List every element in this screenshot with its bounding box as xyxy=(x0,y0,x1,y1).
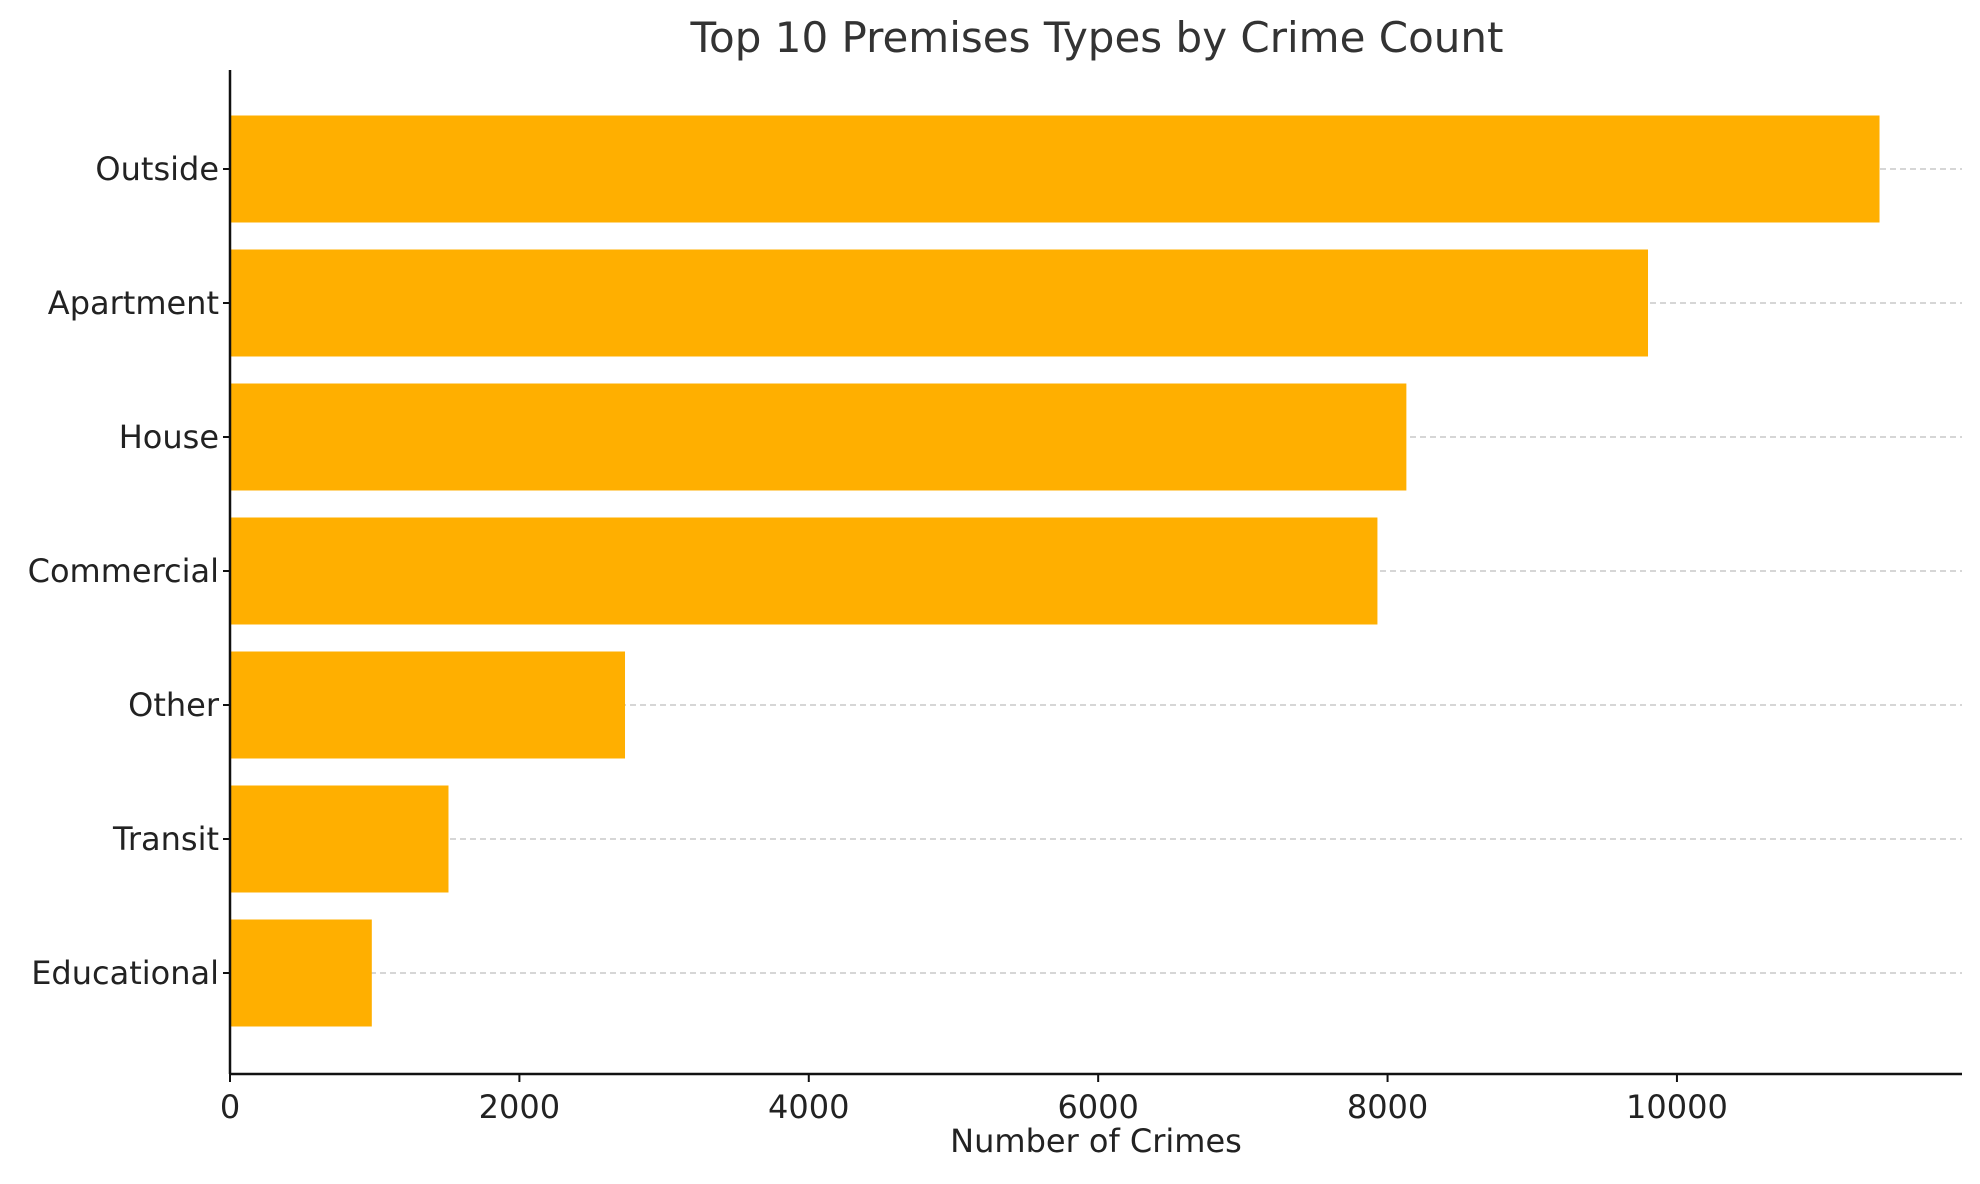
x-tick-label: 8000 xyxy=(1347,1088,1428,1126)
bar-apartment xyxy=(230,249,1649,357)
x-tick-labels: 0 2000 4000 6000 8000 10000 xyxy=(220,1074,1728,1126)
y-tick-label: Educational xyxy=(31,954,219,992)
y-tick-label: House xyxy=(119,418,219,456)
x-tick-label: 10000 xyxy=(1626,1088,1728,1126)
bar-educational xyxy=(230,919,372,1027)
bar-outside xyxy=(230,115,1880,223)
bar-house xyxy=(230,383,1407,491)
x-tick-label: 4000 xyxy=(768,1088,849,1126)
y-tick-label: Transit xyxy=(112,820,219,858)
x-tick-label: 2000 xyxy=(479,1088,560,1126)
chart-title: Top 10 Premises Types by Crime Count xyxy=(690,13,1504,62)
y-tick-labels: Outside Apartment House Commercial Other Tran… xyxy=(28,150,230,992)
y-tick-label: Other xyxy=(128,686,220,724)
bar-transit xyxy=(230,785,449,893)
x-tick-label: 6000 xyxy=(1057,1088,1138,1126)
y-tick-label: Commercial xyxy=(28,552,219,590)
bars xyxy=(230,115,1880,1027)
bar-commercial xyxy=(230,517,1378,625)
y-tick-label: Outside xyxy=(95,150,219,188)
x-tick-label: 0 xyxy=(220,1088,240,1126)
y-tick-label: Apartment xyxy=(48,284,219,322)
x-axis-label: Number of Crimes xyxy=(950,1122,1242,1160)
bar-other xyxy=(230,651,626,759)
